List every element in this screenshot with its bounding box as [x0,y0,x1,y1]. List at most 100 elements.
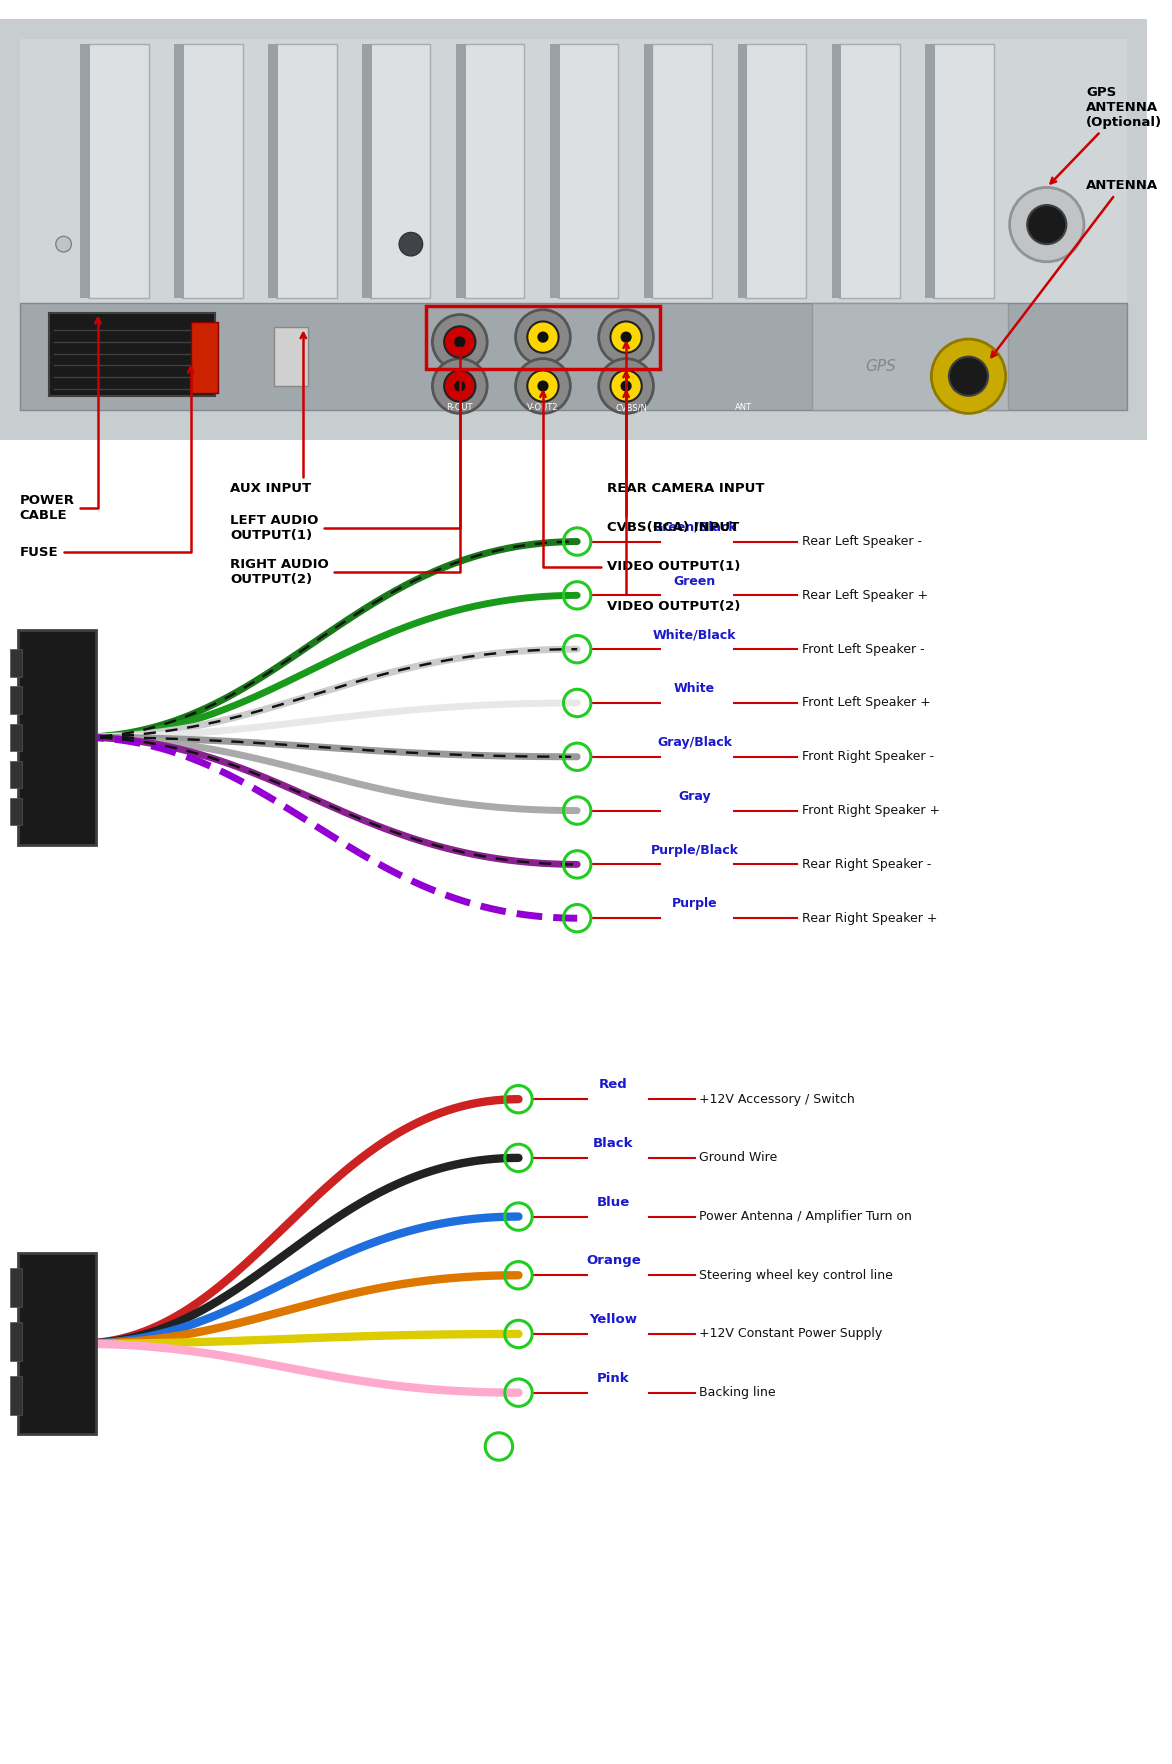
Text: Pink: Pink [597,1372,629,1385]
Bar [275,44,336,298]
Bar [456,44,465,298]
Text: Rear Right Speaker -: Rear Right Speaker - [802,857,932,871]
Text: REAR CAMERA INPUT: REAR CAMERA INPUT [607,342,764,496]
Circle shape [621,332,631,342]
Bar [20,303,1127,411]
Bar [550,44,559,298]
Circle shape [56,236,71,252]
Circle shape [538,332,547,342]
Bar [926,44,935,298]
Bar [362,44,372,298]
Circle shape [621,381,631,392]
Text: Black: Black [593,1138,634,1150]
Bar [18,630,96,845]
Bar [9,723,21,751]
Text: VIDEO OUTPUT(1): VIDEO OUTPUT(1) [540,392,740,573]
Circle shape [527,370,559,402]
Bar [9,1268,21,1307]
Text: RIGHT AUDIO
OUTPUT(2): RIGHT AUDIO OUTPUT(2) [230,392,463,586]
Bar [9,649,21,677]
Text: V-OUT2: V-OUT2 [527,402,559,413]
Text: FUSE: FUSE [20,367,193,559]
Circle shape [949,356,988,395]
Circle shape [538,381,547,392]
Circle shape [444,370,476,402]
Text: GPS
ANTENNA
(Optional): GPS ANTENNA (Optional) [1050,86,1161,183]
Circle shape [516,358,571,413]
Circle shape [432,358,488,413]
Text: +12V Constant Power Supply: +12V Constant Power Supply [700,1328,883,1341]
Bar [425,305,660,369]
Circle shape [611,370,642,402]
Text: ANTENNA: ANTENNA [992,178,1158,356]
Text: Front Left Speaker -: Front Left Speaker - [802,642,925,656]
Text: Yellow: Yellow [590,1312,638,1327]
Text: Green/Black: Green/Black [653,520,737,534]
Text: R-OUT: R-OUT [447,402,473,413]
Text: GPS: GPS [865,358,895,374]
Text: LEFT AUDIO
OUTPUT(1): LEFT AUDIO OUTPUT(1) [230,348,463,542]
Text: Front Right Speaker -: Front Right Speaker - [802,750,934,764]
Bar [464,44,524,298]
Bar [832,44,841,298]
Text: Purple: Purple [672,898,717,910]
Text: Front Right Speaker +: Front Right Speaker + [802,804,940,817]
Bar [643,44,654,298]
Bar [268,44,278,298]
Circle shape [432,314,488,369]
Bar [20,39,1127,312]
Circle shape [455,381,464,392]
Text: Rear Left Speaker +: Rear Left Speaker + [802,589,928,602]
Bar [745,44,806,298]
Circle shape [400,233,423,256]
Bar [49,312,216,395]
Text: Gray: Gray [679,790,711,803]
Bar [558,44,619,298]
Bar [812,303,1008,411]
Text: White/Black: White/Black [653,628,736,642]
Bar [370,44,430,298]
Circle shape [611,321,642,353]
Bar [88,44,149,298]
Text: Steering wheel key control line: Steering wheel key control line [700,1268,893,1282]
Text: CVBS(RCA) INPUT: CVBS(RCA) INPUT [607,372,738,534]
Text: Gray/Black: Gray/Black [657,736,732,750]
Text: White: White [674,683,715,695]
Bar [933,44,994,298]
Bar [0,19,1146,439]
Bar [80,44,90,298]
Bar [175,44,184,298]
Bar [9,797,21,826]
Text: +12V Accessory / Switch: +12V Accessory / Switch [700,1092,856,1106]
Bar [9,1376,21,1415]
Text: Orange: Orange [586,1254,641,1268]
Text: Power Antenna / Amplifier Turn on: Power Antenna / Amplifier Turn on [700,1210,912,1222]
Circle shape [444,326,476,358]
Bar [18,1252,96,1434]
Circle shape [932,339,1006,413]
Text: Red: Red [599,1078,628,1092]
Text: Front Left Speaker +: Front Left Speaker + [802,697,931,709]
Text: Green: Green [674,575,716,587]
Bar [191,323,218,393]
Text: Ground Wire: Ground Wire [700,1152,778,1164]
Circle shape [1009,187,1084,261]
Bar [274,328,308,386]
Bar [9,686,21,714]
Text: Rear Left Speaker -: Rear Left Speaker - [802,534,922,549]
Circle shape [455,337,464,348]
Text: Backing line: Backing line [700,1387,776,1399]
Bar [737,44,748,298]
Text: ANT: ANT [735,402,752,413]
Circle shape [1027,205,1067,243]
Text: VIDEO OUTPUT(2): VIDEO OUTPUT(2) [607,392,740,612]
Text: Rear Right Speaker +: Rear Right Speaker + [802,912,938,924]
Text: AUX INPUT: AUX INPUT [230,333,311,496]
Circle shape [516,310,571,365]
Text: Blue: Blue [597,1196,631,1208]
Circle shape [599,310,654,365]
Text: POWER
CABLE: POWER CABLE [20,318,101,522]
Bar [652,44,713,298]
Circle shape [527,321,559,353]
Circle shape [599,358,654,413]
